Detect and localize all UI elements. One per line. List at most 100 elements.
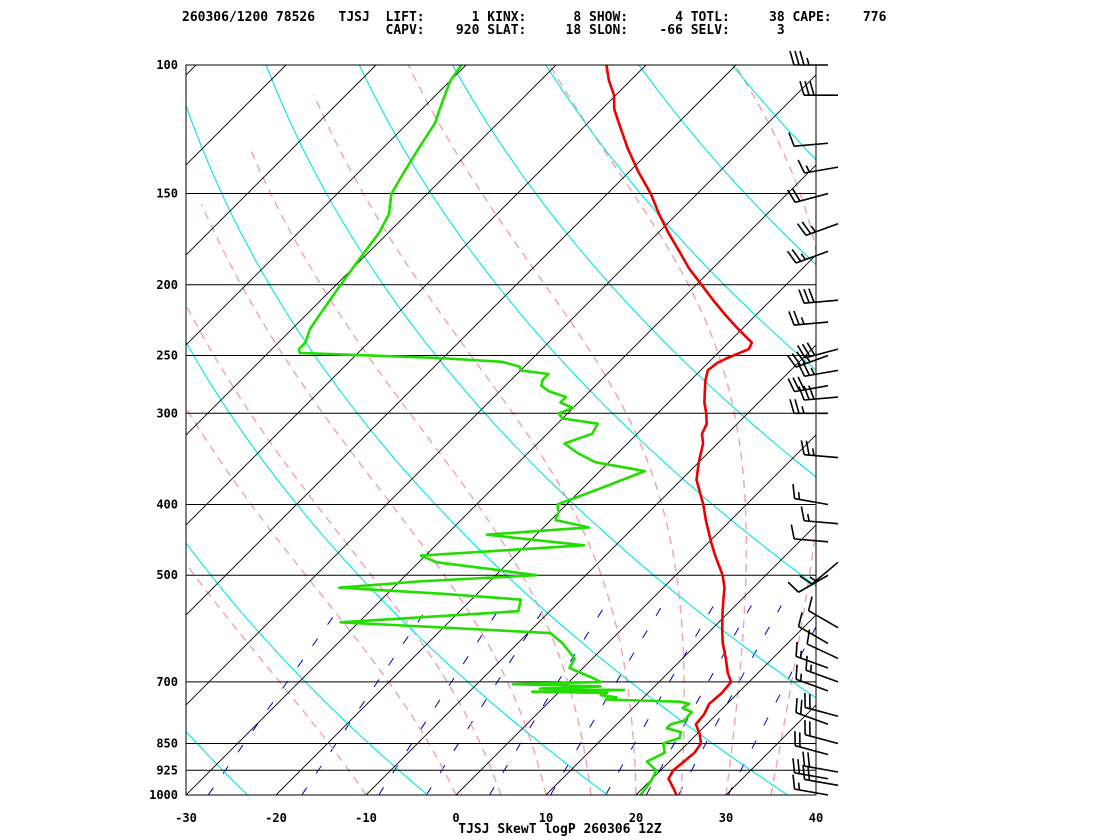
isotherm xyxy=(0,65,106,795)
wind-barb xyxy=(792,774,829,796)
wind-barb xyxy=(789,50,828,66)
wind-barb xyxy=(795,641,829,669)
wind-barb xyxy=(794,731,829,756)
temperature-tick-label: 10 xyxy=(539,811,553,825)
wind-barbs xyxy=(786,50,839,796)
wind-barb xyxy=(787,574,829,593)
header-line-2: CAPV: 920 SLAT: 18 SLON: -66 SELV: 3 xyxy=(182,23,785,38)
pressure-tick-label: 850 xyxy=(156,736,178,750)
isotherm xyxy=(815,794,816,795)
isobars xyxy=(186,65,816,795)
wind-barb xyxy=(796,342,839,359)
pressure-tick-label: 400 xyxy=(156,498,178,512)
temperature-tick-label: -20 xyxy=(265,811,287,825)
isotherm xyxy=(725,704,816,795)
pressure-tick-label: 925 xyxy=(156,763,178,777)
wind-barb xyxy=(787,376,829,393)
moist-adiabat xyxy=(186,406,457,795)
wind-barb xyxy=(786,188,829,204)
wind-barb xyxy=(796,221,839,237)
moist-adiabat xyxy=(313,94,637,795)
isotherm xyxy=(0,65,16,795)
pressure-tick-label: 200 xyxy=(156,278,178,292)
wind-barb xyxy=(800,506,839,525)
dry-adiabat xyxy=(825,65,1120,795)
isotherm xyxy=(186,65,467,346)
wind-barb xyxy=(792,484,829,506)
wind-barb xyxy=(795,698,829,726)
wind-barb xyxy=(792,758,829,780)
dewpoint-profile xyxy=(297,65,694,795)
moist-adiabat xyxy=(200,203,547,795)
mixing-ratio-line xyxy=(425,605,547,795)
moist-adiabat xyxy=(249,147,592,795)
pressure-tick-label: 700 xyxy=(156,675,178,689)
pressure-tick-label: 300 xyxy=(156,406,178,420)
header-line-1: 260306/1200 78526 TJSJ LIFT: 1 KINX: 8 S… xyxy=(182,10,887,25)
wind-barb xyxy=(805,655,839,683)
wind-barb xyxy=(786,249,829,264)
wind-barb xyxy=(797,612,829,645)
isotherm xyxy=(186,65,287,166)
mixing-ratio-lines xyxy=(207,605,816,795)
dry-adiabat xyxy=(731,65,816,161)
isotherm xyxy=(635,614,816,795)
plot-frame xyxy=(185,64,817,796)
isotherm xyxy=(186,65,377,256)
pressure-tick-label: 1000 xyxy=(149,788,178,802)
isotherm xyxy=(186,74,816,706)
wind-barb xyxy=(807,596,839,629)
temperature-tick-label: -30 xyxy=(175,811,197,825)
profiles xyxy=(297,65,754,795)
temperature-tick-label: 0 xyxy=(452,811,459,825)
temperature-tick-label: 20 xyxy=(629,811,643,825)
moist-adiabats xyxy=(186,65,816,795)
wind-barb xyxy=(797,361,839,378)
wind-barb xyxy=(790,524,829,543)
wind-barb xyxy=(788,310,829,326)
wind-barb xyxy=(798,288,839,304)
isotherm xyxy=(186,164,816,795)
isotherm xyxy=(186,65,557,436)
temperature-tick-label: 40 xyxy=(809,811,823,825)
wind-barb xyxy=(799,80,838,97)
pressure-tick-label: 500 xyxy=(156,568,178,582)
wind-barb xyxy=(802,764,839,787)
sounding-header: 260306/1200 78526 TJSJ LIFT: 1 KINX: 8 S… xyxy=(0,0,1120,40)
chart-title: TJSJ SkewT logP 260306 12Z xyxy=(458,822,662,837)
moist-adiabat xyxy=(407,65,685,795)
wind-barb xyxy=(788,132,829,148)
isotherm xyxy=(186,65,737,616)
dry-adiabat xyxy=(545,65,816,371)
temperature-tick-label: -10 xyxy=(355,811,377,825)
wind-barb xyxy=(799,561,839,585)
wind-barb xyxy=(795,664,829,692)
isotherm xyxy=(275,254,816,795)
isotherm xyxy=(455,434,816,795)
wind-barb xyxy=(802,751,839,773)
dry-adiabat xyxy=(186,103,789,795)
dry-adiabat xyxy=(919,65,1120,795)
temperature-tick-labels: -30 -20 -10 0 10 20 30 40 xyxy=(175,811,823,825)
isotherms xyxy=(0,65,816,795)
dry-adiabat xyxy=(186,730,249,795)
dry-adiabat xyxy=(358,65,816,587)
temperature-profile xyxy=(605,65,754,795)
pressure-tick-label: 100 xyxy=(156,58,178,72)
isotherm xyxy=(365,344,816,795)
dry-adiabat xyxy=(186,542,429,795)
wind-barb xyxy=(789,399,828,415)
wind-barb xyxy=(797,159,839,174)
isotherm xyxy=(186,65,647,526)
wind-barb xyxy=(800,440,839,459)
wind-barb xyxy=(798,385,839,401)
pressure-tick-label: 150 xyxy=(156,187,178,201)
dry-adiabat xyxy=(638,65,816,266)
mixing-ratio-line xyxy=(378,605,502,795)
pressure-tick-label: 250 xyxy=(156,348,178,362)
temperature-tick-label: 30 xyxy=(719,811,733,825)
wind-barb xyxy=(806,629,839,660)
wind-barb xyxy=(804,692,839,718)
wind-barb xyxy=(786,351,829,368)
